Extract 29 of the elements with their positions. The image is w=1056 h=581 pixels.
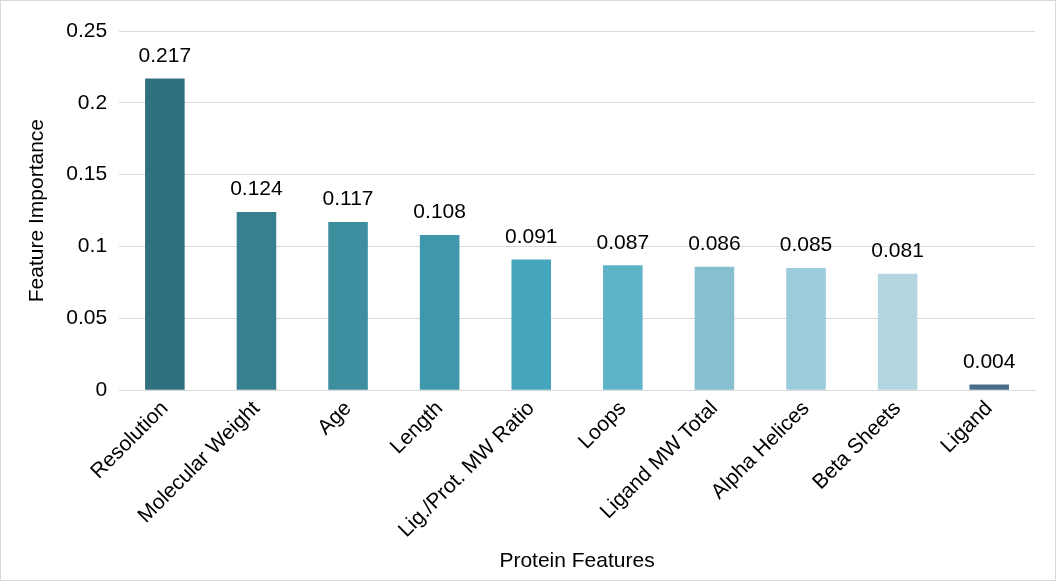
bar	[694, 266, 735, 390]
y-tick-label: 0.05	[66, 305, 108, 329]
bar	[236, 212, 277, 390]
bar	[969, 384, 1009, 390]
data-label: 0.108	[413, 199, 466, 223]
bar	[145, 78, 185, 390]
bar	[603, 265, 643, 390]
x-axis-title: Protein Features	[499, 548, 655, 572]
bar	[877, 273, 918, 390]
x-tick-label: Age	[312, 395, 355, 439]
y-tick-label: 0.15	[66, 161, 108, 185]
bar	[511, 259, 552, 390]
data-label: 0.087	[596, 229, 650, 253]
bar	[419, 235, 460, 390]
data-label: 0.217	[138, 42, 192, 66]
y-tick-label: 0	[95, 377, 108, 401]
data-label: 0.004	[962, 348, 1016, 372]
data-label: 0.086	[688, 230, 741, 254]
bar	[328, 222, 368, 390]
data-label: 0.117	[322, 186, 374, 210]
y-tick-label: 0.1	[77, 233, 108, 257]
data-label: 0.085	[779, 232, 833, 256]
y-axis-title: Feature Importance	[24, 118, 48, 303]
y-tick-label: 0.25	[66, 17, 108, 41]
data-label: 0.124	[230, 176, 284, 200]
bar	[786, 268, 826, 390]
data-label: 0.091	[504, 223, 558, 247]
data-label: 0.081	[871, 238, 924, 262]
y-tick-label: 0.2	[77, 89, 108, 113]
